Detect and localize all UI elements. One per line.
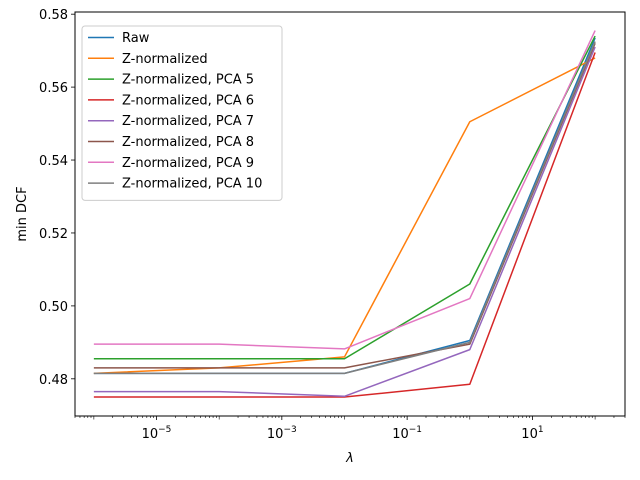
legend-label: Z-normalized, PCA 6 [122, 93, 254, 108]
series-line-7 [93, 41, 596, 375]
x-tick-label: 10−3 [267, 425, 297, 442]
x-tick-label: 101 [521, 425, 543, 442]
y-tick-label: 0.50 [39, 300, 68, 315]
series-line-6 [93, 30, 596, 350]
y-axis-ticks: 0.48 0.50 0.52 0.54 0.56 0.58 [39, 8, 75, 388]
legend-label: Z-normalized, PCA 10 [122, 177, 262, 192]
series-line-1 [93, 57, 596, 375]
y-tick-label: 0.58 [39, 8, 68, 23]
y-axis-label: min DCF [15, 186, 30, 241]
series-line-2 [93, 35, 596, 360]
legend-label: Z-normalized, PCA 9 [122, 156, 254, 171]
x-tick-label: 10−1 [392, 425, 422, 442]
plot-lines [93, 30, 596, 398]
y-tick-label: 0.48 [39, 373, 68, 388]
legend-label: Z-normalized [122, 52, 208, 67]
y-tick-label: 0.52 [39, 227, 68, 242]
plot-frame [74, 11, 626, 417]
legend-label: Raw [122, 31, 150, 46]
legend-label: Z-normalized, PCA 7 [122, 114, 254, 129]
legend-label: Z-normalized, PCA 8 [122, 135, 254, 150]
x-axis-label: λ [345, 451, 354, 466]
series-line-4 [93, 46, 596, 398]
y-tick-label: 0.54 [39, 154, 68, 169]
y-tick-label: 0.56 [39, 81, 68, 96]
x-tick-label: 10−5 [142, 425, 172, 442]
legend: Raw Z-normalized Z-normalized, PCA 5 Z-norm… [81, 25, 283, 201]
legend-box [81, 25, 283, 201]
legend-label: Z-normalized, PCA 5 [122, 73, 254, 88]
x-axis-ticks: 10−5 10−3 10−1 101 [74, 416, 626, 442]
